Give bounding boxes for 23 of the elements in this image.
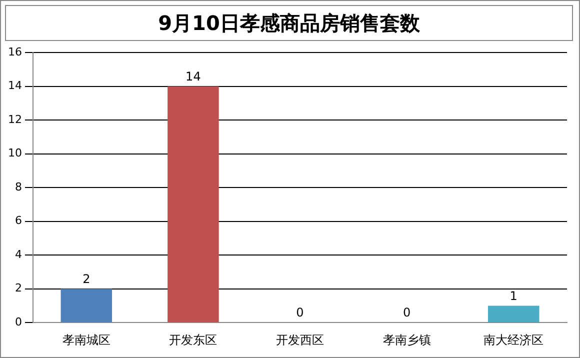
bar bbox=[168, 86, 219, 322]
data-label: 0 bbox=[402, 306, 411, 320]
data-label: 14 bbox=[186, 69, 201, 84]
y-tick-label: 6 bbox=[14, 214, 22, 228]
y-tick-label: 8 bbox=[14, 180, 22, 194]
data-label: 1 bbox=[510, 288, 518, 303]
y-tick-label: 10 bbox=[8, 146, 22, 160]
bar bbox=[488, 306, 540, 322]
x-tick-label: 孝南城区 bbox=[62, 332, 110, 347]
y-tick-label: 0 bbox=[14, 315, 22, 328]
y-tick-label: 4 bbox=[14, 248, 22, 261]
chart-title: 9月10日孝感商品房销售套数 bbox=[5, 5, 573, 41]
y-tick-label: 14 bbox=[8, 79, 22, 92]
data-label: 0 bbox=[296, 306, 304, 320]
x-tick-label: 孝南乡镇 bbox=[382, 332, 431, 347]
x-tick-label: 开发东区 bbox=[169, 332, 218, 347]
y-tick-label: 12 bbox=[8, 112, 22, 126]
x-tick-label: 开发西区 bbox=[276, 332, 324, 347]
x-tick-label: 南大经济区 bbox=[484, 332, 544, 347]
bar bbox=[60, 288, 112, 322]
y-tick-label: 16 bbox=[8, 45, 22, 58]
y-tick-label: 2 bbox=[14, 282, 22, 295]
data-label: 2 bbox=[82, 272, 90, 286]
